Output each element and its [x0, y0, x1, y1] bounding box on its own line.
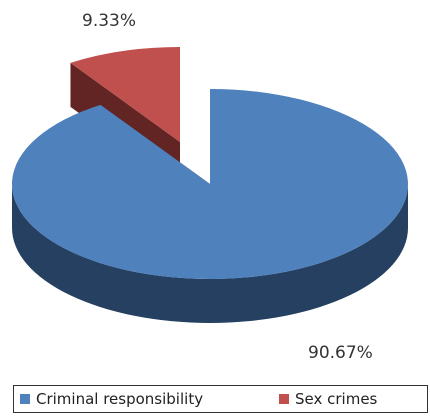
legend-swatch-sex-crimes — [279, 394, 289, 404]
slice-criminal-responsibility — [11, 89, 408, 323]
legend-item-criminal-responsibility: Criminal responsibility — [20, 386, 203, 412]
legend-label-sex-crimes: Sex crimes — [295, 390, 378, 408]
pie-chart: 90.67% 9.33% — [11, 11, 408, 363]
legend-item-sex-crimes: Sex crimes — [279, 386, 377, 412]
legend-label-criminal-responsibility: Criminal responsibility — [36, 390, 204, 408]
data-label-criminal-responsibility: 90.67% — [308, 343, 373, 363]
slice-top-sex-crimes — [70, 46, 180, 142]
slice-rim-criminal-responsibility — [12, 184, 408, 323]
data-label-sex-crimes: 9.33% — [82, 11, 136, 31]
legend: Criminal responsibility Sex crimes — [13, 385, 428, 413]
slice-top-criminal-responsibility — [11, 89, 408, 279]
legend-swatch-criminal-responsibility — [20, 394, 30, 404]
